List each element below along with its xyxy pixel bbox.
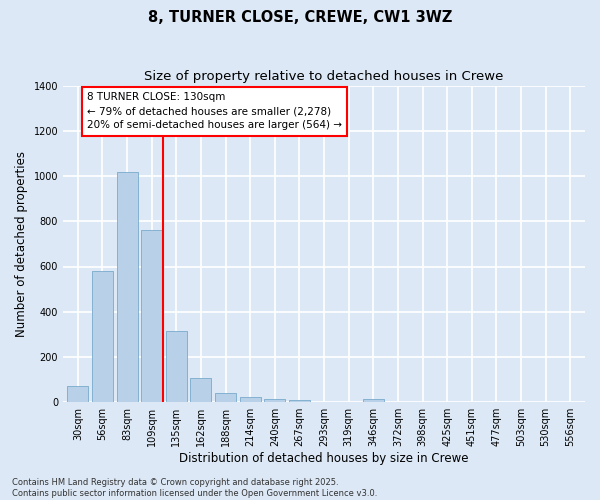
Bar: [289, 400, 310, 402]
Bar: [67, 386, 88, 402]
Bar: [265, 400, 285, 402]
Bar: [141, 230, 162, 402]
Text: 8, TURNER CLOSE, CREWE, CW1 3WZ: 8, TURNER CLOSE, CREWE, CW1 3WZ: [148, 10, 452, 25]
Bar: [363, 400, 384, 402]
Bar: [190, 378, 211, 402]
Y-axis label: Number of detached properties: Number of detached properties: [15, 151, 28, 337]
Title: Size of property relative to detached houses in Crewe: Size of property relative to detached ho…: [145, 70, 504, 83]
Bar: [116, 172, 137, 402]
Bar: [239, 396, 260, 402]
Text: Contains HM Land Registry data © Crown copyright and database right 2025.
Contai: Contains HM Land Registry data © Crown c…: [12, 478, 377, 498]
Bar: [92, 271, 113, 402]
Bar: [166, 331, 187, 402]
Text: 8 TURNER CLOSE: 130sqm
← 79% of detached houses are smaller (2,278)
20% of semi-: 8 TURNER CLOSE: 130sqm ← 79% of detached…: [87, 92, 342, 130]
Bar: [215, 392, 236, 402]
X-axis label: Distribution of detached houses by size in Crewe: Distribution of detached houses by size …: [179, 452, 469, 465]
